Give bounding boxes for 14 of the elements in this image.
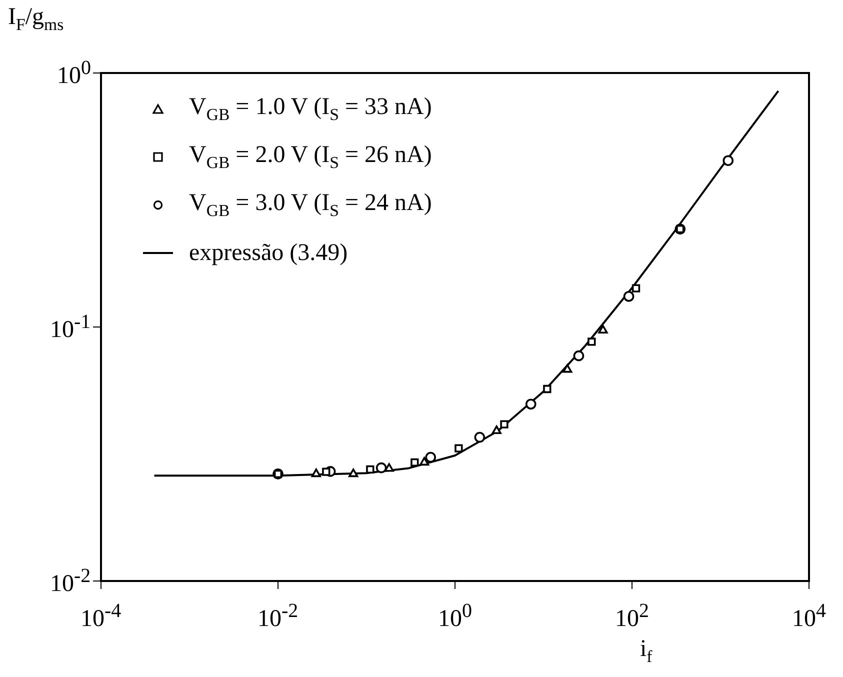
x-axis-title: i$_{f}$ [640, 636, 652, 667]
x-tick-label: 10$^{0}$ [438, 600, 472, 632]
x-tick-label: 10$^{4}$ [792, 600, 826, 632]
x-tick-label: 10$^{-2}$ [258, 600, 298, 632]
y-tick-label: 10$^{-1}$ [50, 311, 91, 343]
y-tick-label: 10$^{0}$ [57, 57, 91, 89]
legend-label: V$_{GB}$ = 1.0 V (I$_{S}$ = 33 nA) [189, 94, 432, 124]
legend-label: V$_{GB}$ = 2.0 V (I$_{S}$ = 26 nA) [189, 142, 432, 172]
x-tick-label: 10$^{2}$ [615, 600, 649, 632]
legend-label: V$_{GB}$ = 3.0 V (I$_{S}$ = 24 nA) [189, 190, 432, 220]
y-axis-title: I$_{F}$/g$_{ms}$ [8, 4, 64, 35]
y-tick-label: 10$^{-2}$ [50, 565, 91, 597]
x-tick-label: 10$^{-4}$ [80, 600, 122, 632]
legend-label: expressão (3.49) [189, 240, 348, 266]
